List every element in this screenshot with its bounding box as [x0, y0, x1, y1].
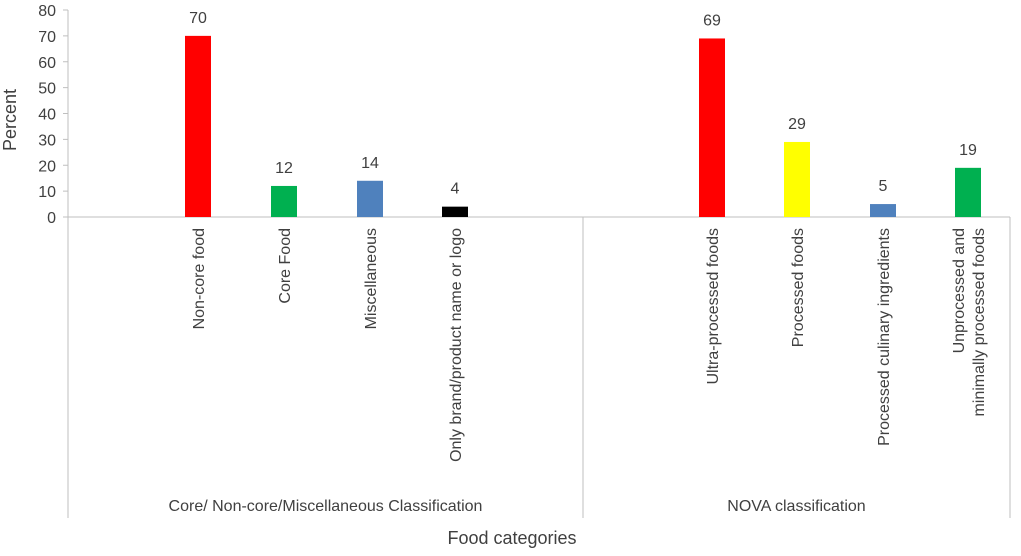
y-tick-label: 80 [38, 3, 56, 20]
category-label: Core Food [277, 228, 294, 304]
axes [63, 9, 1011, 518]
bar [784, 141, 810, 217]
y-tick-label: 0 [47, 210, 56, 227]
y-tick-label: 20 [38, 158, 56, 175]
y-tick-label: 40 [38, 107, 56, 124]
y-tick-label: 30 [38, 132, 56, 149]
category-label: Processed foods [790, 228, 807, 347]
data-label: 14 [361, 155, 379, 172]
bar [870, 204, 896, 217]
labels: 0 10 20 30 40 50 60 70 80 Core/ Non-core/Miscella… [38, 3, 988, 515]
group-label: NOVA classification [727, 498, 865, 515]
bars [185, 35, 981, 218]
category-label: Miscellaneous [363, 228, 380, 329]
y-tick-label: 10 [38, 184, 56, 201]
data-label: 70 [189, 10, 207, 27]
data-label: 12 [275, 160, 293, 177]
category-label: Unprocessed and [951, 228, 968, 353]
bar [185, 35, 211, 217]
data-label: 69 [703, 12, 721, 29]
data-label: 4 [451, 181, 460, 198]
bar [955, 167, 981, 217]
category-label: Processed culinary ingredients [876, 228, 893, 446]
y-axis-title: Percent [0, 89, 20, 151]
category-label: Only brand/product name or logo [448, 228, 465, 462]
data-label: 19 [959, 142, 977, 159]
data-label: 29 [788, 116, 806, 133]
category-label: Ultra-processed foods [705, 228, 722, 385]
category-label: minimally processed foods [971, 228, 988, 417]
data-label: 5 [879, 178, 888, 195]
bar [271, 185, 297, 217]
group-label: Core/ Non-core/Miscellaneous Classificat… [169, 498, 483, 515]
y-tick-label: 60 [38, 55, 56, 72]
bar [442, 206, 468, 217]
x-axis-title: Food categories [447, 528, 576, 548]
category-label: Non-core food [191, 228, 208, 329]
y-tick-label: 50 [38, 81, 56, 98]
y-tick-label: 70 [38, 29, 56, 46]
bar [357, 180, 383, 217]
bar [699, 38, 725, 218]
